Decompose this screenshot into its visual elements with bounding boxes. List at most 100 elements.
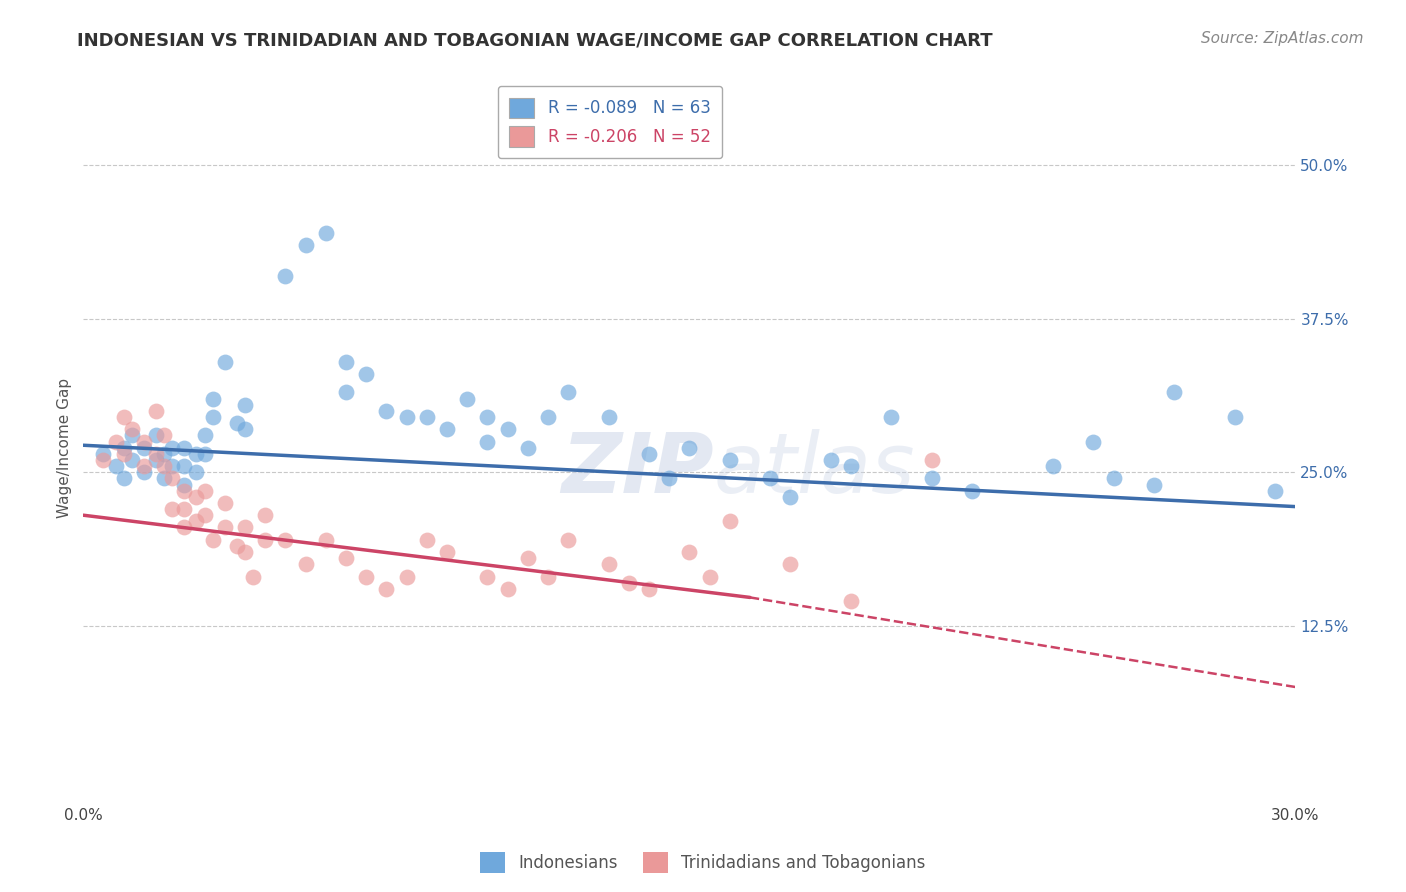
Point <box>557 385 579 400</box>
Point <box>121 453 143 467</box>
Point <box>598 558 620 572</box>
Point <box>193 428 215 442</box>
Point <box>274 268 297 283</box>
Point <box>516 551 538 566</box>
Point <box>254 508 277 523</box>
Point <box>315 226 337 240</box>
Point <box>617 575 640 590</box>
Point <box>335 355 357 369</box>
Point <box>173 483 195 498</box>
Point <box>354 367 377 381</box>
Point <box>880 409 903 424</box>
Point <box>436 422 458 436</box>
Point <box>1163 385 1185 400</box>
Point <box>186 514 208 528</box>
Point <box>779 490 801 504</box>
Point <box>375 404 398 418</box>
Point <box>201 392 224 406</box>
Point <box>557 533 579 547</box>
Text: ZIP: ZIP <box>561 428 714 509</box>
Point <box>145 447 167 461</box>
Point <box>496 422 519 436</box>
Point <box>193 483 215 498</box>
Point <box>354 569 377 583</box>
Point <box>1102 471 1125 485</box>
Point <box>759 471 782 485</box>
Point <box>294 238 316 252</box>
Point <box>477 409 499 424</box>
Point <box>121 428 143 442</box>
Point <box>658 471 681 485</box>
Point <box>699 569 721 583</box>
Point <box>516 441 538 455</box>
Text: atlas: atlas <box>714 428 915 509</box>
Point <box>1143 477 1166 491</box>
Point <box>153 459 176 474</box>
Point <box>294 558 316 572</box>
Point <box>173 477 195 491</box>
Point <box>112 441 135 455</box>
Point <box>225 416 247 430</box>
Point <box>242 569 264 583</box>
Point <box>153 447 176 461</box>
Point <box>104 434 127 449</box>
Point <box>93 447 115 461</box>
Point <box>416 409 439 424</box>
Point <box>132 459 155 474</box>
Point <box>173 520 195 534</box>
Point <box>496 582 519 596</box>
Y-axis label: Wage/Income Gap: Wage/Income Gap <box>58 377 72 517</box>
Point <box>132 441 155 455</box>
Point <box>718 453 741 467</box>
Point <box>436 545 458 559</box>
Point <box>233 422 256 436</box>
Legend: Indonesians, Trinidadians and Tobagonians: Indonesians, Trinidadians and Tobagonian… <box>474 846 932 880</box>
Point <box>112 447 135 461</box>
Point <box>201 533 224 547</box>
Point <box>254 533 277 547</box>
Point <box>820 453 842 467</box>
Point <box>395 569 418 583</box>
Point <box>1264 483 1286 498</box>
Point <box>477 434 499 449</box>
Point <box>779 558 801 572</box>
Text: Source: ZipAtlas.com: Source: ZipAtlas.com <box>1201 31 1364 46</box>
Legend: R = -0.089   N = 63, R = -0.206   N = 52: R = -0.089 N = 63, R = -0.206 N = 52 <box>498 86 723 158</box>
Point <box>537 569 560 583</box>
Point <box>132 465 155 479</box>
Point <box>186 490 208 504</box>
Point <box>173 441 195 455</box>
Point <box>233 545 256 559</box>
Point <box>145 428 167 442</box>
Point <box>335 551 357 566</box>
Point <box>214 496 236 510</box>
Point <box>153 428 176 442</box>
Point <box>93 453 115 467</box>
Point <box>214 355 236 369</box>
Point <box>839 459 862 474</box>
Point <box>274 533 297 547</box>
Point <box>718 514 741 528</box>
Point <box>678 545 700 559</box>
Point <box>214 520 236 534</box>
Point <box>598 409 620 424</box>
Point <box>678 441 700 455</box>
Point <box>335 385 357 400</box>
Point <box>201 409 224 424</box>
Point <box>112 471 135 485</box>
Point <box>145 453 167 467</box>
Point <box>839 594 862 608</box>
Point <box>193 447 215 461</box>
Text: INDONESIAN VS TRINIDADIAN AND TOBAGONIAN WAGE/INCOME GAP CORRELATION CHART: INDONESIAN VS TRINIDADIAN AND TOBAGONIAN… <box>77 31 993 49</box>
Point <box>1042 459 1064 474</box>
Point <box>537 409 560 424</box>
Point <box>104 459 127 474</box>
Point <box>416 533 439 547</box>
Point <box>477 569 499 583</box>
Point <box>638 582 661 596</box>
Point <box>186 447 208 461</box>
Point <box>1083 434 1105 449</box>
Point <box>160 502 183 516</box>
Point <box>315 533 337 547</box>
Point <box>145 404 167 418</box>
